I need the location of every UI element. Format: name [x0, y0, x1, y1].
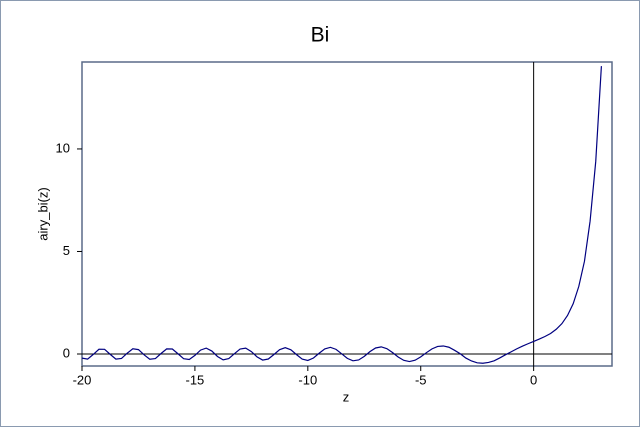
x-tick-label: -10 — [298, 372, 317, 387]
y-tick-label: 10 — [56, 140, 70, 155]
x-tick-label: 0 — [530, 372, 537, 387]
chart-title: Bi — [311, 24, 330, 47]
x-axis-label: z — [343, 389, 350, 404]
x-tick-label: -20 — [73, 372, 92, 387]
plot-frame — [81, 61, 613, 367]
y-tick-label: 5 — [63, 243, 70, 258]
data-line — [81, 66, 602, 364]
x-tick-label: -15 — [186, 372, 205, 387]
x-tick-label: -5 — [415, 372, 427, 387]
y-axis-label: airy_bi(z) — [35, 187, 50, 240]
y-tick-label: 0 — [63, 345, 70, 360]
